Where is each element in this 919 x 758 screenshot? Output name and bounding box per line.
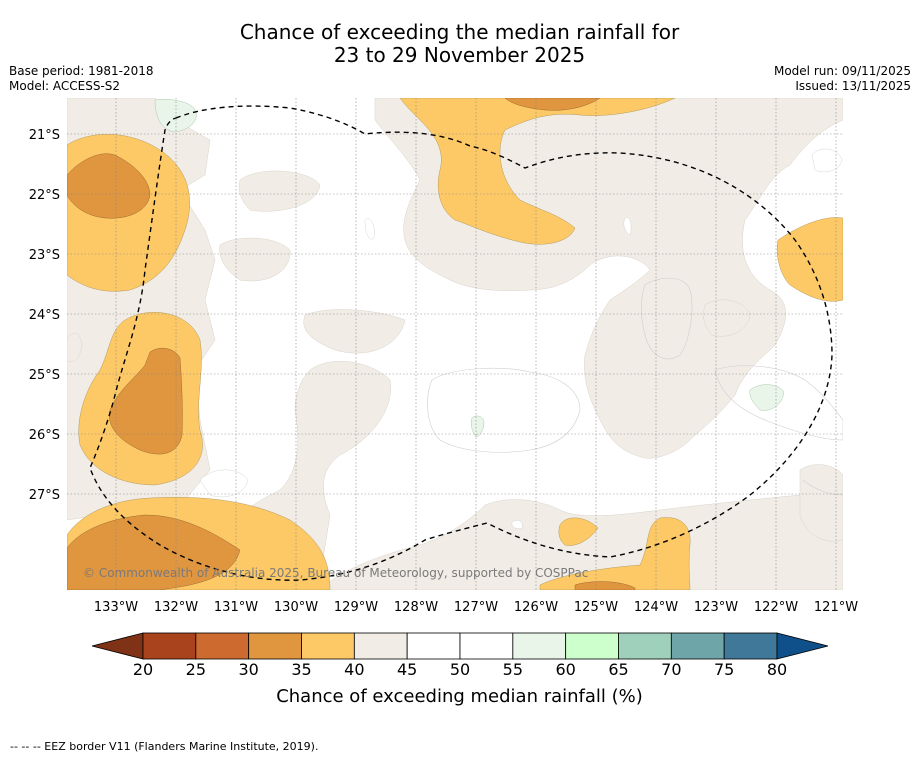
lat-label: 26°S bbox=[29, 428, 60, 443]
lon-label: 132°W bbox=[154, 600, 198, 615]
colorbar-cell bbox=[459, 632, 514, 660]
colorbar-cell bbox=[670, 632, 725, 660]
colorbar-cell bbox=[406, 632, 461, 660]
lat-label: 22°S bbox=[29, 188, 60, 203]
lat-labels: 21°S 22°S 23°S 24°S 25°S 26°S 27°S bbox=[29, 128, 60, 503]
lon-label: 124°W bbox=[634, 600, 678, 615]
lon-label: 125°W bbox=[574, 600, 618, 615]
colorbar-label: Chance of exceeding median rainfall (%) bbox=[276, 686, 643, 707]
lon-label: 127°W bbox=[454, 600, 498, 615]
title-line-2: 23 to 29 November 2025 bbox=[333, 43, 586, 67]
colorbar-cell bbox=[353, 632, 408, 660]
base-period: Base period: 1981-2018 bbox=[9, 64, 154, 78]
title-line-1: Chance of exceeding the median rainfall … bbox=[239, 20, 680, 44]
colorbar bbox=[91, 632, 829, 660]
lat-label: 24°S bbox=[29, 308, 60, 323]
eez-footnote: -- -- -- EEZ border V11 (Flanders Marine… bbox=[10, 740, 319, 753]
contour-50 bbox=[427, 277, 843, 496]
graticule bbox=[67, 98, 843, 590]
colorbar-tick-label: 30 bbox=[238, 660, 259, 679]
lat-label: 27°S bbox=[29, 488, 60, 503]
colorbar-tick-label: 70 bbox=[661, 660, 682, 679]
colorbar-cell bbox=[512, 632, 567, 660]
lat-label: 23°S bbox=[29, 248, 60, 263]
colorbar-cell bbox=[142, 632, 197, 660]
copyright-text: © Commonwealth of Australia 2025, Bureau… bbox=[83, 566, 588, 580]
colorbar-under-arrow bbox=[91, 632, 144, 660]
region-30-35 bbox=[67, 98, 636, 590]
colorbar-tick-label: 45 bbox=[396, 660, 418, 679]
lon-labels: 133°W 132°W 131°W 130°W 129°W 128°W 127°… bbox=[94, 600, 858, 615]
colorbar-over-arrow bbox=[776, 632, 829, 660]
lon-label: 121°W bbox=[814, 600, 858, 615]
lat-label: 21°S bbox=[29, 128, 60, 143]
rainfall-map: © Commonwealth of Australia 2025, Bureau… bbox=[29, 98, 858, 660]
lon-label: 130°W bbox=[274, 600, 318, 615]
colorbar-tick-label: 50 bbox=[449, 660, 471, 679]
colorbar-cell bbox=[723, 632, 778, 660]
colorbar-tick-label: 65 bbox=[608, 660, 629, 679]
model-run: Model run: 09/11/2025 bbox=[773, 64, 911, 78]
colorbar-cell bbox=[248, 632, 302, 660]
colorbar-cell bbox=[301, 632, 355, 660]
colorbar-cell bbox=[195, 632, 250, 660]
colorbar-tick-label: 35 bbox=[291, 660, 312, 679]
lat-label: 25°S bbox=[29, 368, 60, 383]
lon-label: 133°W bbox=[94, 600, 138, 615]
issued-date: Issued: 13/11/2025 bbox=[795, 79, 911, 93]
model-name: Model: ACCESS-S2 bbox=[9, 79, 121, 93]
lon-label: 122°W bbox=[754, 600, 798, 615]
colorbar-cell bbox=[618, 632, 672, 660]
lon-label: 129°W bbox=[334, 600, 378, 615]
lon-label: 131°W bbox=[214, 600, 258, 615]
colorbar-tick-label: 80 bbox=[766, 660, 788, 679]
colorbar-tick-label: 55 bbox=[502, 660, 523, 679]
region-55-60 bbox=[154, 99, 785, 438]
colorbar-tick-label: 25 bbox=[185, 660, 206, 679]
lon-label: 126°W bbox=[514, 600, 558, 615]
colorbar-tick-label: 75 bbox=[713, 660, 735, 679]
colorbar-tick-label: 20 bbox=[132, 660, 154, 679]
lon-label: 128°W bbox=[394, 600, 438, 615]
colorbar-tick-label: 40 bbox=[344, 660, 365, 679]
colorbar-tick-label: 60 bbox=[555, 660, 576, 679]
lon-label: 123°W bbox=[694, 600, 738, 615]
colorbar-cell bbox=[565, 632, 619, 660]
